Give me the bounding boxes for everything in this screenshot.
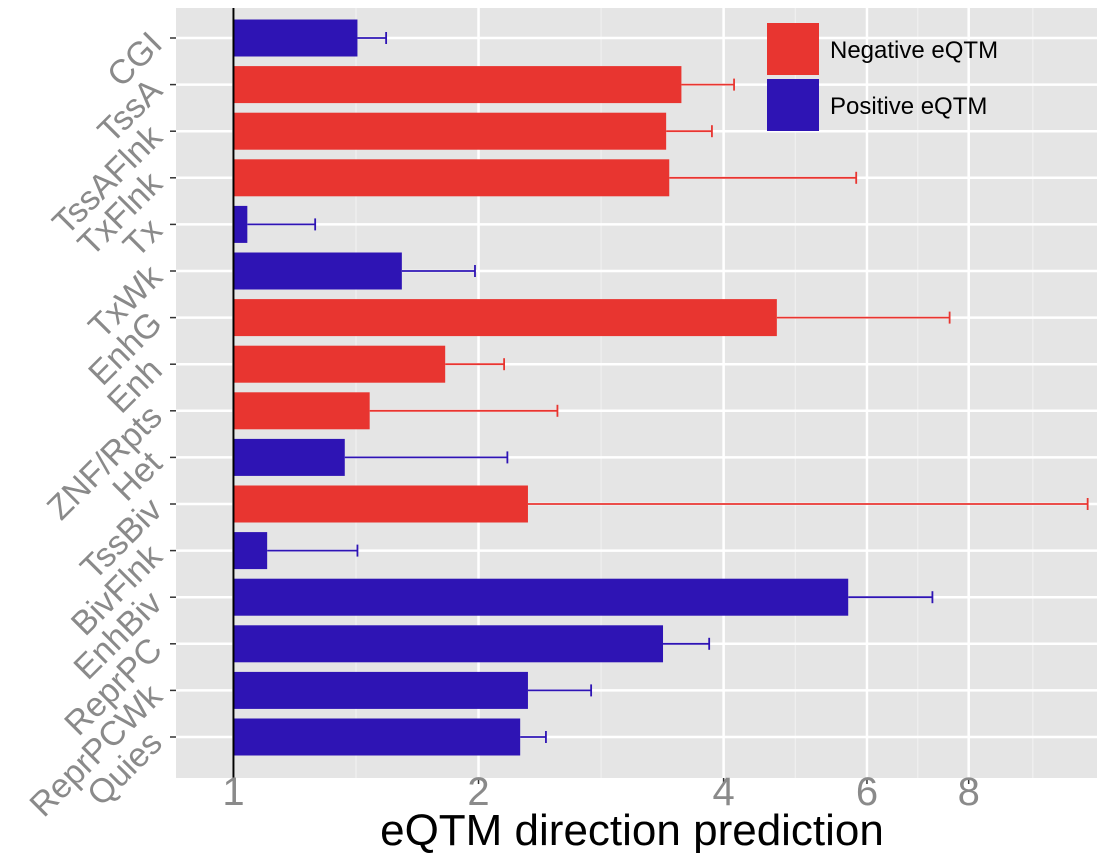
x-tick-label: 2 xyxy=(467,770,489,814)
grid-lines xyxy=(176,8,1097,778)
bar-tssbiv xyxy=(233,485,528,523)
y-axis: CGITssATssAFlnkTxFlnkTxTxWkEnhGEnhZNF/Rp… xyxy=(23,25,176,824)
legend-swatch-positive xyxy=(767,79,819,131)
error-bar xyxy=(681,78,735,91)
x-tick-label: 1 xyxy=(222,770,244,814)
bars xyxy=(233,19,849,756)
bar-enh xyxy=(233,345,446,383)
bar-tx xyxy=(233,205,248,243)
bar-tssaflnk xyxy=(233,112,667,150)
error-bar xyxy=(776,311,951,324)
legend-swatch-negative xyxy=(767,23,819,75)
error-bar xyxy=(344,451,509,464)
error-bar xyxy=(669,171,858,184)
x-tick-label: 4 xyxy=(712,770,734,814)
bar-reprpcwk xyxy=(233,671,528,709)
bar-txflnk xyxy=(233,159,670,197)
bar-cgi xyxy=(233,19,358,57)
error-bar xyxy=(401,265,476,277)
error-bar xyxy=(520,731,547,743)
legend-label-negative: Negative eQTM xyxy=(830,37,998,64)
error-bar xyxy=(267,544,359,557)
x-axis-title: eQTM direction prediction xyxy=(380,806,884,853)
bar-tssa xyxy=(233,66,682,104)
error-bar xyxy=(527,498,1089,510)
error-bar xyxy=(357,32,388,44)
bar-quies xyxy=(233,718,521,756)
bar-znf-rpts xyxy=(233,392,370,430)
error-bar xyxy=(527,684,593,697)
bar-enhbiv xyxy=(233,578,849,616)
bar-bivflnk xyxy=(233,532,268,570)
bar-reprpc xyxy=(233,625,664,663)
bar-txwk xyxy=(233,252,402,290)
bar-enhg xyxy=(233,299,777,337)
error-bar xyxy=(663,637,711,650)
x-tick-label: 6 xyxy=(856,770,878,814)
error-bars xyxy=(247,32,1089,743)
error-bar xyxy=(848,591,934,604)
x-axis: 1 2 4 6 8 xyxy=(222,770,979,814)
error-bar xyxy=(247,218,317,231)
error-bar xyxy=(666,125,713,138)
bar-het xyxy=(233,438,345,476)
x-tick-label: 8 xyxy=(958,770,980,814)
legend-label-positive: Positive eQTM xyxy=(830,93,987,120)
legend: Negative eQTM Positive eQTM xyxy=(767,23,998,131)
error-bar xyxy=(369,404,559,417)
error-bar xyxy=(445,358,506,371)
